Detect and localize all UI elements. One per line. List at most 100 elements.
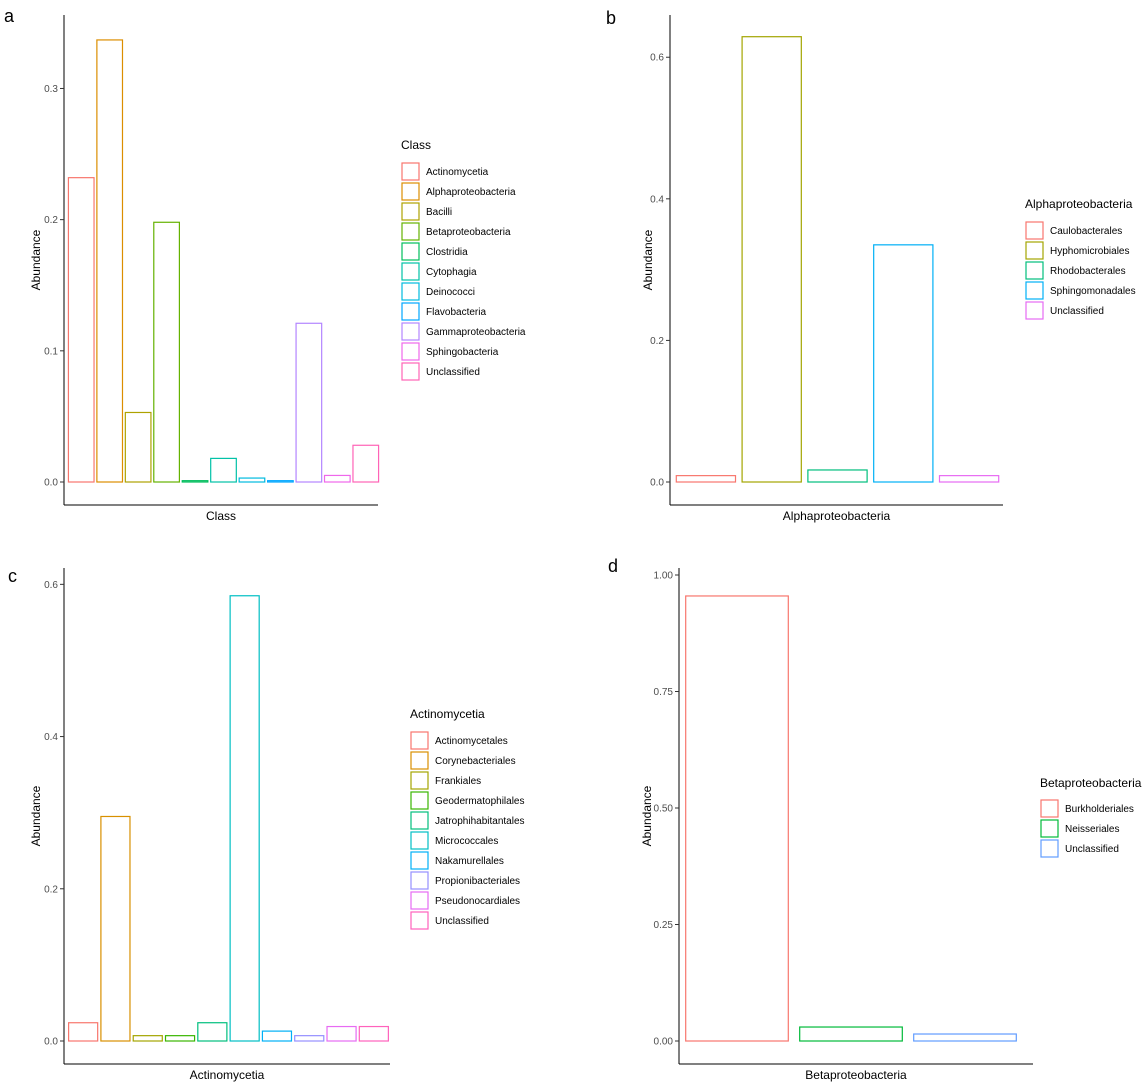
legend-key (410, 831, 429, 850)
legend-key (1040, 839, 1059, 858)
legend-key (1025, 261, 1044, 280)
panel-letter: c (8, 566, 17, 586)
bar-rhodobacterales (807, 469, 868, 483)
bar-sphingobacteria (323, 474, 351, 483)
y-tick-label: 0.25 (654, 920, 674, 931)
bar-unclassified (358, 1025, 389, 1042)
bar-clostridia (181, 480, 209, 483)
y-axis-title: Abundance (29, 785, 43, 846)
bar-alphaproteobacteria (96, 39, 124, 483)
legend-key (401, 322, 420, 341)
legend-label: Nakamurellales (435, 856, 504, 867)
panel-d: d 0.00 0.25 0.50 0.75 1.00 Betaproteobacteria A… (608, 556, 1142, 1082)
bar-propionibacteriales (294, 1035, 325, 1042)
legend-label: Corynebacteriales (435, 756, 516, 767)
legend-key (410, 811, 429, 830)
bar-neisseriales (799, 1026, 903, 1042)
legend-key (410, 911, 429, 930)
y-axis-title: Abundance (29, 229, 43, 290)
y-tick-label: 0.2 (650, 336, 664, 347)
bar-jatrophihabitantales (197, 1022, 228, 1042)
legend-title: Alphaproteobacteria (1025, 197, 1133, 211)
legend-key (410, 751, 429, 770)
bar-actinomycetia (67, 177, 95, 483)
bar-flavobacteria (267, 480, 294, 483)
bar-caulobacterales (675, 475, 737, 483)
legend-key (401, 162, 420, 181)
bar-unclassified (913, 1033, 1017, 1042)
legend-key (401, 262, 420, 281)
legend-label: Clostridia (426, 247, 468, 258)
legend-label: Flavobacteria (426, 307, 486, 318)
legend-key (410, 871, 429, 890)
bar-corynebacteriales (100, 815, 131, 1042)
bar-bacilli (124, 411, 152, 483)
legend-label: Cytophagia (426, 267, 477, 278)
legend-label: Jatrophihabitantales (435, 816, 525, 827)
legend-label: Actinomycetales (435, 736, 508, 747)
bar-gammaproteobacteria (295, 322, 323, 483)
y-tick-label: 0.00 (654, 1037, 674, 1048)
panel-b: b 0.0 0.2 0.4 0.6 Alphaproteobacteria Abundanc… (606, 8, 1136, 523)
y-tick-label: 0.0 (650, 478, 664, 489)
x-axis-title: Actinomycetia (190, 1068, 265, 1082)
bar-betaproteobacteria (153, 221, 180, 483)
bar-actinomycetales (68, 1022, 99, 1042)
legend-key (401, 362, 420, 381)
y-tick-label: 0.0 (44, 1037, 58, 1048)
y-tick-label: 0.50 (654, 804, 674, 815)
y-tick-label: 0.75 (654, 687, 674, 698)
legend-key (401, 182, 420, 201)
legend-label: Deinococci (426, 287, 475, 298)
legend-label: Caulobacterales (1050, 226, 1122, 237)
bar-hyphomicrobiales (741, 36, 802, 483)
legend-key (1025, 281, 1044, 300)
legend-key (1040, 819, 1059, 838)
legend-key (410, 731, 429, 750)
legend-key (410, 771, 429, 790)
bar-sphingomonadales (873, 244, 934, 483)
panel-c: c 0.0 0.2 0.4 0.6 Actinomycetia Abundance Actin… (8, 566, 525, 1082)
legend-key (401, 282, 420, 301)
legend-key (401, 302, 420, 321)
legend-key (1025, 221, 1044, 240)
legend-label: Burkholderiales (1065, 804, 1134, 815)
x-axis-title: Betaproteobacteria (805, 1068, 907, 1082)
legend-label: Unclassified (426, 367, 480, 378)
y-tick-label: 0.3 (44, 84, 58, 95)
panel-letter: d (608, 556, 618, 576)
legend-label: Micrococcales (435, 836, 498, 847)
legend-key (1025, 241, 1044, 260)
legend-label: Neisseriales (1065, 824, 1119, 835)
bar-micrococcales (229, 595, 260, 1042)
legend-key (410, 851, 429, 870)
bar-burkholderiales (685, 595, 789, 1042)
legend-key (410, 891, 429, 910)
bar-nakamurellales (261, 1030, 293, 1042)
legend-key (401, 242, 420, 261)
legend-title: Class (401, 138, 431, 152)
legend-key (401, 222, 420, 241)
legend-label: Rhodobacterales (1050, 266, 1126, 277)
legend-label: Gammaproteobacteria (426, 327, 526, 338)
legend-label: Propionibacteriales (435, 876, 520, 887)
y-tick-label: 0.2 (44, 884, 58, 895)
legend-key (1025, 301, 1044, 320)
bar-unclassified (938, 475, 1000, 483)
y-tick-label: 0.4 (650, 194, 664, 205)
legend-title: Betaproteobacteria (1040, 776, 1142, 790)
legend-label: Sphingomonadales (1050, 286, 1136, 297)
y-tick-label: 0.1 (44, 346, 58, 357)
legend-key (1040, 799, 1059, 818)
legend-title: Actinomycetia (410, 707, 485, 721)
x-axis-title: Class (206, 509, 236, 523)
y-tick-label: 0.6 (44, 580, 58, 591)
legend-label: Hyphomicrobiales (1050, 246, 1129, 257)
legend-label: Frankiales (435, 776, 481, 787)
bar-pseudonocardiales (326, 1025, 357, 1042)
bar-geodermatophilales (164, 1035, 196, 1042)
bar-deinococci (238, 477, 266, 483)
legend-key (401, 202, 420, 221)
y-tick-label: 0.6 (650, 53, 664, 64)
